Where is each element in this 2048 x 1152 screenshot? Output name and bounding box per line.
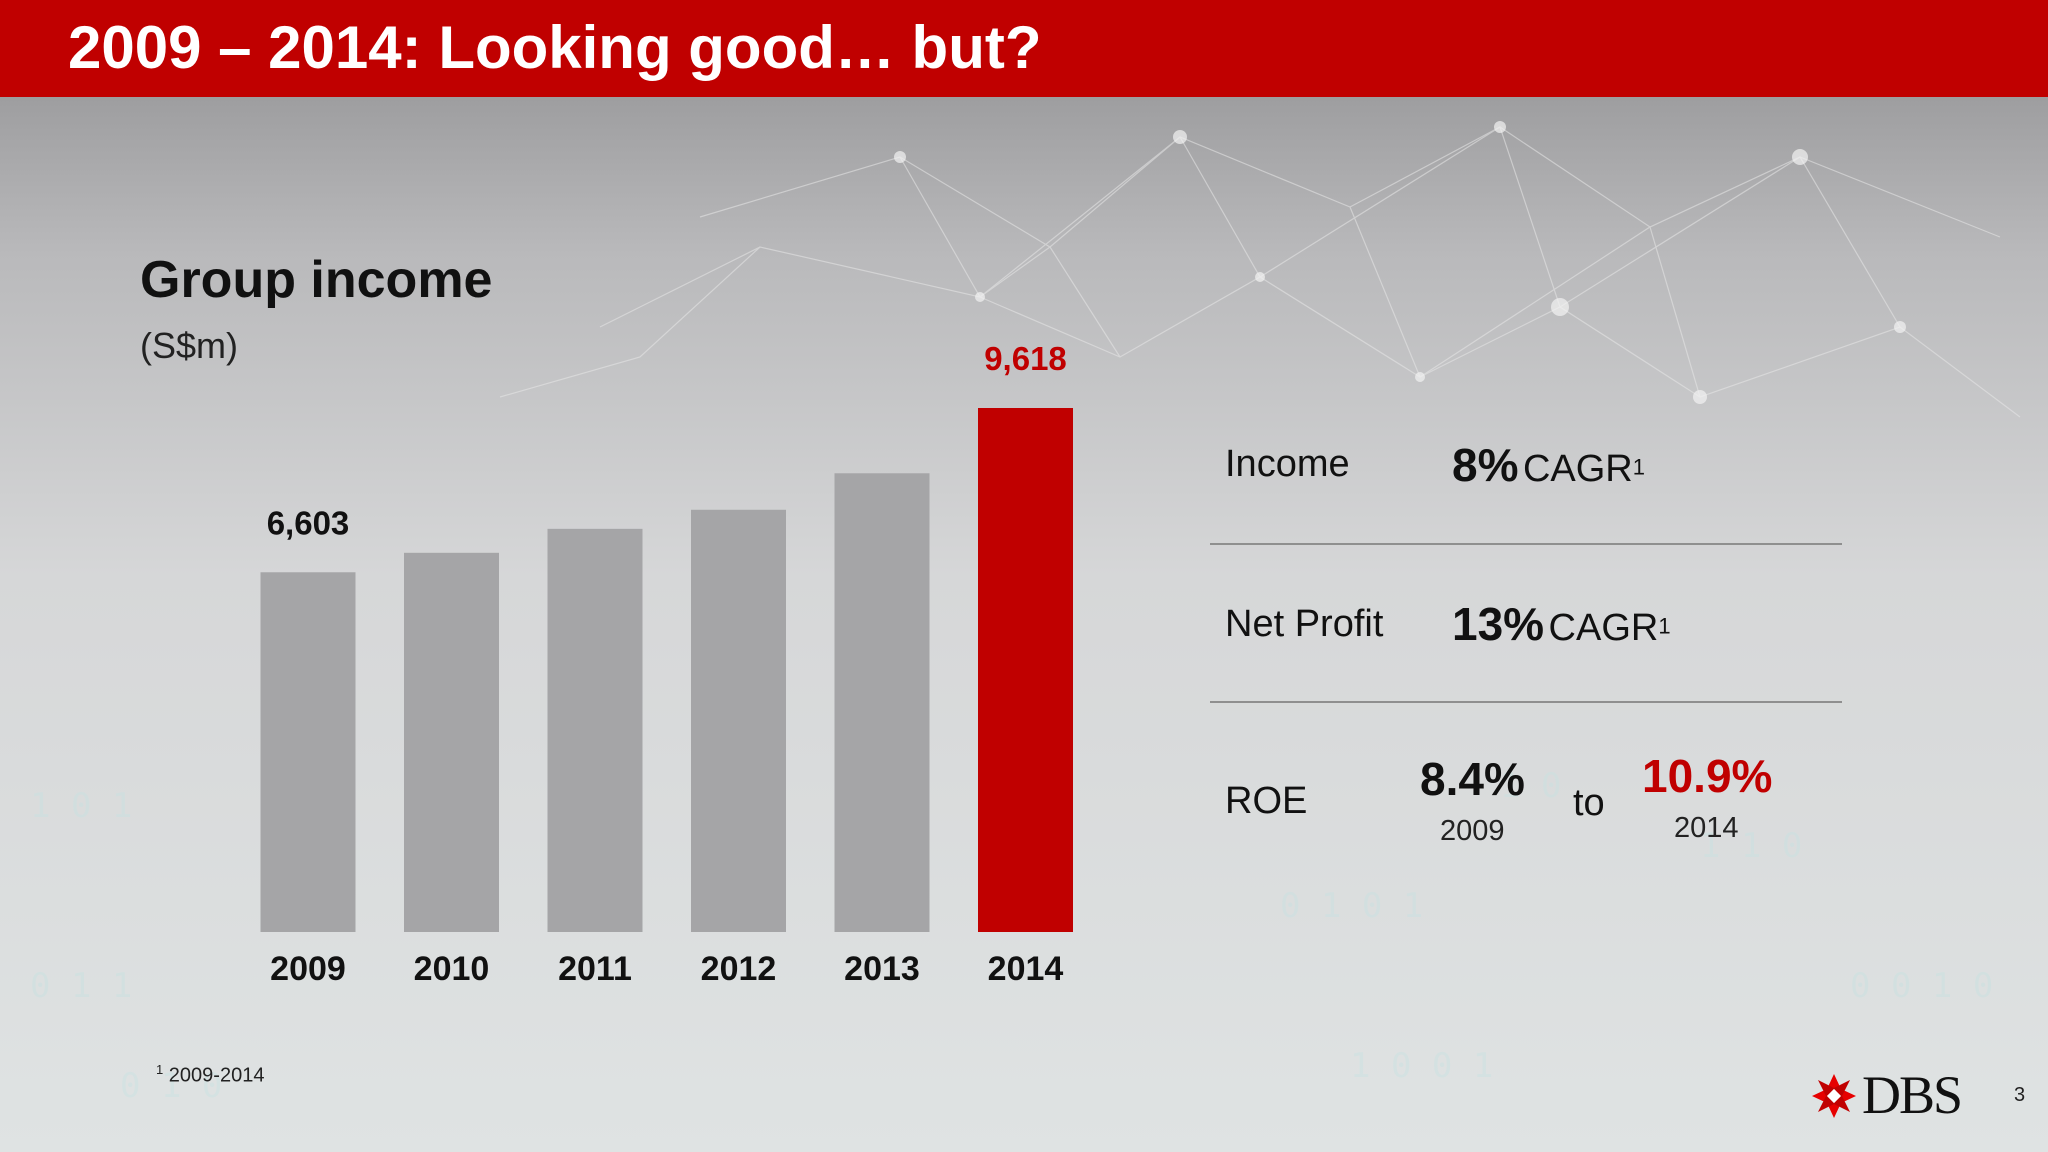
bar-2012 — [691, 509, 786, 932]
metric-divider-2 — [1210, 701, 1842, 703]
income-value: 8% — [1452, 439, 1519, 491]
svg-text:0 1 1: 0 1 1 — [30, 966, 132, 1006]
footnote: 1 2009-2014 — [156, 1062, 264, 1088]
x-tick-2010: 2010 — [414, 950, 490, 988]
x-tick-2011: 2011 — [558, 950, 632, 988]
bar-2013 — [834, 473, 930, 932]
svg-text:1 0: 1 0 — [1500, 766, 1561, 806]
net-profit-note: 1 — [1658, 613, 1671, 639]
roe-from-value: 8.4% — [1420, 753, 1525, 805]
footnote-text: 2009-2014 — [168, 1064, 265, 1087]
svg-text:1 1 0: 1 1 0 — [1700, 826, 1802, 866]
network-background: 1 0 1 0 1 1 0 1 0 1 1 1 0 0 0 1 0 1 0 0 1 0… — [30, 121, 2021, 1106]
dbs-wordmark: DBS — [1862, 1065, 1963, 1125]
slide-title: 2009 – 2014: Looking good… but? — [68, 14, 1042, 81]
net-profit-suffix: CAGR — [1548, 607, 1659, 649]
bar-2014 — [978, 408, 1073, 932]
net-profit-metric: 13% CAGR1 — [1452, 597, 1671, 651]
income-suffix: CAGR — [1522, 448, 1633, 490]
data-label-2014: 9,618 — [984, 340, 1067, 377]
x-tick-2014: 2014 — [988, 950, 1064, 988]
bar-2009 — [260, 572, 356, 932]
chart-title: Group income — [140, 251, 493, 309]
roe-label: ROE — [1225, 780, 1308, 822]
net-profit-value: 13% — [1452, 598, 1545, 650]
svg-text:0 1 0 1: 0 1 0 1 — [1280, 886, 1423, 926]
x-tick-2012: 2012 — [701, 950, 777, 988]
footnote-marker: 1 — [156, 1062, 164, 1077]
net-profit-label: Net Profit — [1225, 603, 1384, 645]
svg-text:0 1 0: 0 1 0 — [120, 1066, 222, 1106]
svg-text:1 0 0 1: 1 0 0 1 — [1350, 1046, 1493, 1086]
page-number: 3 — [2014, 1084, 2026, 1106]
dbs-logo: DBS — [1810, 1065, 1970, 1125]
svg-text:0 0 1 0: 0 0 1 0 — [1850, 966, 1993, 1006]
title-bar: 2009 – 2014: Looking good… but? — [0, 0, 2048, 97]
chart-unit: (S$m) — [140, 325, 238, 366]
income-label: Income — [1225, 443, 1350, 485]
x-tick-2009: 2009 — [270, 950, 346, 988]
metric-divider-1 — [1210, 543, 1842, 545]
bar-2010 — [404, 552, 499, 932]
income-note: 1 — [1632, 454, 1645, 480]
roe-to-value: 10.9% — [1642, 750, 1773, 802]
svg-text:1 0 1: 1 0 1 — [30, 786, 132, 826]
bar-2011 — [547, 528, 643, 932]
dbs-star-icon — [1812, 1074, 1856, 1118]
income-metric: 8% CAGR1 — [1452, 438, 1645, 492]
roe-from-year: 2009 — [1440, 815, 1505, 847]
roe-to-year: 2014 — [1674, 812, 1739, 844]
roe-connector: to — [1573, 782, 1605, 824]
x-tick-2013: 2013 — [844, 950, 920, 988]
data-label-2009: 6,603 — [267, 504, 350, 541]
